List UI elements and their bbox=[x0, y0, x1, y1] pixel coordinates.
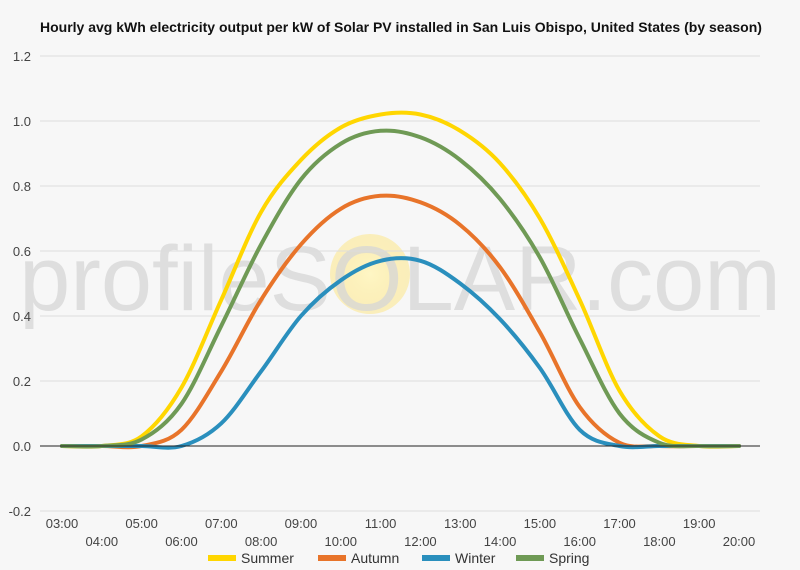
series-line-spring bbox=[60, 128, 741, 449]
legend-swatch-autumn bbox=[318, 555, 346, 561]
x-tick-label: 09:00 bbox=[285, 516, 318, 531]
watermark-text: profileSOLAR.com bbox=[19, 228, 781, 330]
y-tick-label: 0.8 bbox=[13, 179, 31, 194]
watermark-sun-icon bbox=[330, 234, 410, 314]
x-tick-label: 18:00 bbox=[643, 534, 676, 549]
y-tick-label: 0.2 bbox=[13, 374, 31, 389]
axes: -0.2 0.0 0.2 0.4 0.6 0.8 1.0 1.2 03:00 04:00 05:00… bbox=[9, 49, 760, 549]
series-line-autumn bbox=[60, 193, 741, 450]
x-tick-label: 15:00 bbox=[524, 516, 557, 531]
x-tick-label: 12:00 bbox=[404, 534, 437, 549]
y-tick-label: -0.2 bbox=[9, 504, 31, 519]
x-tick-label: 19:00 bbox=[683, 516, 716, 531]
legend-label-autumn: Autumn bbox=[351, 550, 399, 566]
x-tick-label: 10:00 bbox=[324, 534, 357, 549]
x-tick-label: 06:00 bbox=[165, 534, 198, 549]
x-tick-label: 04:00 bbox=[86, 534, 119, 549]
y-tick-label: 0.0 bbox=[13, 439, 31, 454]
y-tick-label: 0.4 bbox=[13, 309, 31, 324]
legend-label-spring: Spring bbox=[549, 550, 589, 566]
x-tick-label: 14:00 bbox=[484, 534, 517, 549]
x-tick-label: 16:00 bbox=[563, 534, 596, 549]
watermark: profileSOLAR.com bbox=[19, 228, 781, 330]
legend-label-winter: Winter bbox=[455, 550, 496, 566]
x-tick-label: 20:00 bbox=[723, 534, 756, 549]
chart-title: Hourly avg kWh electricity output per kW… bbox=[40, 19, 762, 35]
y-tick-label: 1.0 bbox=[13, 114, 31, 129]
x-tick-label: 07:00 bbox=[205, 516, 238, 531]
x-tick-label: 13:00 bbox=[444, 516, 477, 531]
y-tick-label: 1.2 bbox=[13, 49, 31, 64]
series-line-summer bbox=[60, 110, 741, 449]
legend: Summer Autumn Winter Spring bbox=[208, 550, 589, 566]
legend-swatch-summer bbox=[208, 555, 236, 561]
legend-label-summer: Summer bbox=[241, 550, 294, 566]
y-tick-label: 0.6 bbox=[13, 244, 31, 259]
x-tick-label: 03:00 bbox=[46, 516, 79, 531]
x-tick-label: 05:00 bbox=[125, 516, 158, 531]
grid bbox=[40, 55, 760, 512]
legend-swatch-winter bbox=[422, 555, 450, 561]
x-tick-label: 17:00 bbox=[603, 516, 636, 531]
legend-swatch-spring bbox=[516, 555, 544, 561]
x-tick-label: 11:00 bbox=[365, 516, 397, 531]
x-tick-label: 08:00 bbox=[245, 534, 278, 549]
